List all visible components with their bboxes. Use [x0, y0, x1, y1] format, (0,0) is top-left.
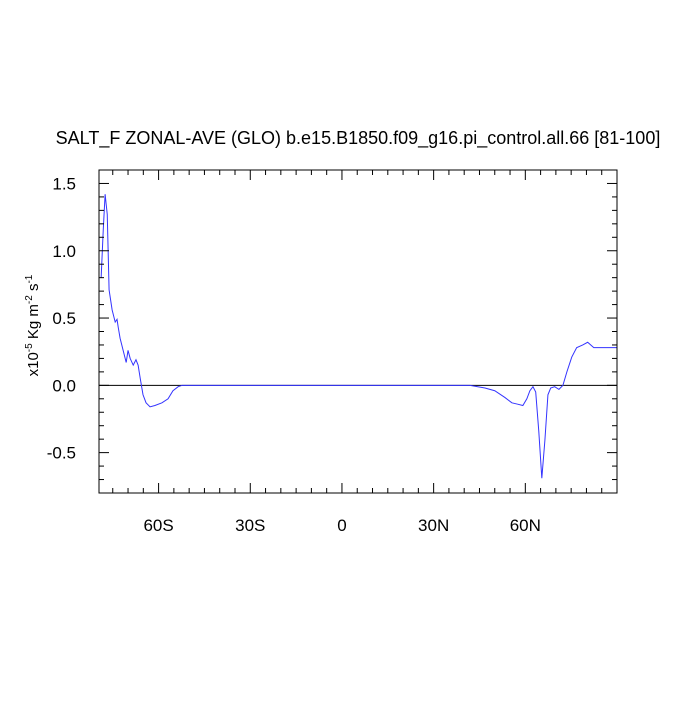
y-tick-label: 0.5 — [52, 309, 76, 328]
y-axis-label-part: -5 — [24, 343, 35, 352]
y-tick-label: 0.0 — [52, 376, 76, 395]
x-tick-label: 60S — [143, 516, 173, 535]
x-tick-label: 0 — [337, 516, 346, 535]
y-axis-label: x10-5 Kg m-2 s-1 — [24, 274, 42, 376]
y-axis-label-part: s — [25, 284, 42, 296]
y-tick-label: 1.5 — [52, 174, 76, 193]
y-axis-label-part: x10 — [25, 352, 42, 376]
x-tick-label: 30N — [418, 516, 449, 535]
y-axis-label-part: -2 — [24, 295, 35, 304]
x-tick-label: 30S — [235, 516, 265, 535]
y-tick-label: 1.0 — [52, 242, 76, 261]
chart-title: SALT_F ZONAL-AVE (GLO) b.e15.B1850.f09_g… — [56, 128, 661, 149]
x-tick-label: 60N — [510, 516, 541, 535]
y-axis-label-part: -1 — [24, 274, 35, 283]
y-tick-label: -0.5 — [47, 444, 76, 463]
y-axis-label-part: Kg m — [25, 304, 42, 343]
data-line — [100, 194, 617, 479]
